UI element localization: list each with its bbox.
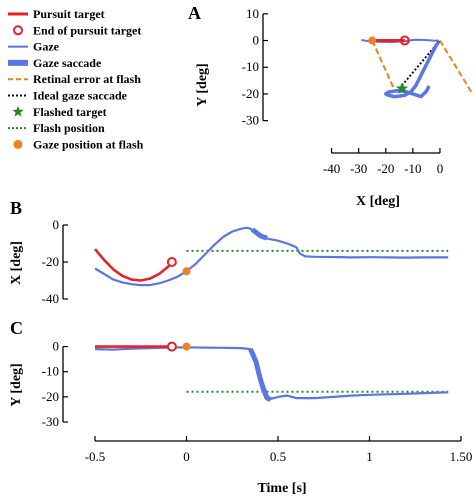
panel-c-gaze-at-flash-marker — [182, 342, 191, 351]
panel-c-x-tick-label: 0.5 — [270, 449, 286, 464]
panel-c-x-tick-label: 1.50 — [450, 449, 473, 464]
legend-label-gaze: Gaze — [33, 40, 60, 54]
panel-b-y-tick-label: 0 — [53, 217, 60, 232]
legend-label-gazeflash: Gaze position at flash — [33, 137, 144, 151]
legend: Pursuit target End of pursuit target Gaze G… — [8, 7, 144, 151]
panel-a-retinal-error-line — [439, 39, 474, 95]
legend-label-end: End of pursuit target — [33, 23, 141, 37]
legend-item-ideal: Ideal gaze saccade — [8, 89, 128, 103]
legend-icon-end — [13, 25, 23, 36]
panel-a-x-tick-label: -10 — [404, 161, 421, 176]
legend-item-retinal: Retinal error at flash — [8, 72, 141, 86]
legend-item-end: End of pursuit target — [13, 23, 141, 37]
legend-label-saccade: Gaze saccade — [33, 56, 102, 70]
panel-b-gaze-saccade-line — [250, 227, 268, 241]
legend-item-gaze: Gaze — [8, 40, 60, 54]
panel-a-gaze-saccade-line — [384, 40, 441, 99]
panel-b-x-vs-time: 0 -20 -40 X [deg] — [9, 217, 449, 306]
panel-b-gaze-at-flash-marker — [182, 267, 191, 276]
panel-c-gaze-saccade-line — [248, 348, 272, 402]
panel-c-x-tick-label: 0 — [183, 449, 190, 464]
legend-label-pursuit: Pursuit target — [33, 7, 105, 21]
legend-label-ideal: Ideal gaze saccade — [33, 89, 128, 103]
panel-a-flashed-target-star — [395, 82, 409, 94]
panel-a-x-tick-label: -20 — [377, 161, 394, 176]
panel-b-y-axis-label: X [deg] — [9, 241, 24, 285]
panel-a-y-tick-label: -10 — [242, 59, 259, 74]
panel-c-x-axis-label: Time [s] — [257, 481, 306, 496]
panel-label-c: C — [10, 318, 23, 338]
panel-a-xy-plot: 10 0 -10 -20 -30 -40 -30 -20 -10 0 X [deg] Y [deg… — [195, 6, 474, 209]
panel-c-y-axis-label: Y [deg] — [9, 363, 24, 406]
legend-label-flashed: Flashed target — [33, 105, 107, 119]
panel-c-y-tick-label: 0 — [53, 339, 60, 354]
panel-a-end-pursuit-marker — [399, 35, 410, 46]
panel-a-y-tick-label: -20 — [242, 86, 259, 101]
legend-item-pursuit: Pursuit target — [8, 7, 105, 21]
panel-label-a: A — [188, 3, 201, 23]
panel-b-y-tick-label: -40 — [42, 291, 59, 306]
panel-c-y-vs-time: 0 -10 -20 -30 -0.5 0 0.5 1 1.50 Y [deg] Time [s] — [9, 339, 472, 496]
legend-icon-flashed — [12, 105, 24, 117]
panel-a-y-tick-label: 0 — [253, 33, 260, 48]
panel-a-x-tick-label: -30 — [350, 161, 367, 176]
panel-label-b: B — [10, 198, 22, 218]
panel-a-retinal-error-line — [371, 40, 395, 90]
legend-label-retinal: Retinal error at flash — [33, 72, 141, 86]
panel-a-x-axis-label: X [deg] — [356, 194, 400, 209]
panel-c-y-tick-label: -10 — [42, 364, 59, 379]
panel-a-gaze-at-flash-marker — [368, 36, 377, 45]
legend-item-saccade: Gaze saccade — [8, 56, 102, 70]
panel-a-x-tick-label: -40 — [323, 161, 340, 176]
legend-icon-gazeflash — [13, 139, 23, 149]
panel-c-x-tick-label: 1 — [366, 449, 373, 464]
panel-a-y-tick-label: -30 — [242, 113, 259, 128]
legend-item-flashed: Flashed target — [12, 105, 107, 119]
panel-b-gaze-line — [94, 226, 449, 287]
panel-c-x-tick-label: -0.5 — [85, 449, 106, 464]
panel-b-y-tick-label: -20 — [42, 254, 59, 269]
panel-b-end-pursuit-marker — [166, 257, 177, 267]
legend-label-flashpos: Flash position — [33, 121, 105, 135]
panel-c-y-tick-label: -20 — [42, 389, 59, 404]
panel-c-end-pursuit-marker — [166, 341, 177, 352]
panel-b-pursuit-line — [94, 248, 173, 282]
panel-a-y-tick-label: 10 — [246, 6, 259, 21]
panel-a-y-axis-label: Y [deg] — [195, 63, 210, 106]
legend-item-flashpos: Flash position — [8, 121, 105, 135]
panel-a-x-tick-label: 0 — [437, 161, 444, 176]
legend-item-gazeflash: Gaze position at flash — [13, 137, 144, 151]
panel-c-y-tick-label: -30 — [42, 414, 59, 429]
